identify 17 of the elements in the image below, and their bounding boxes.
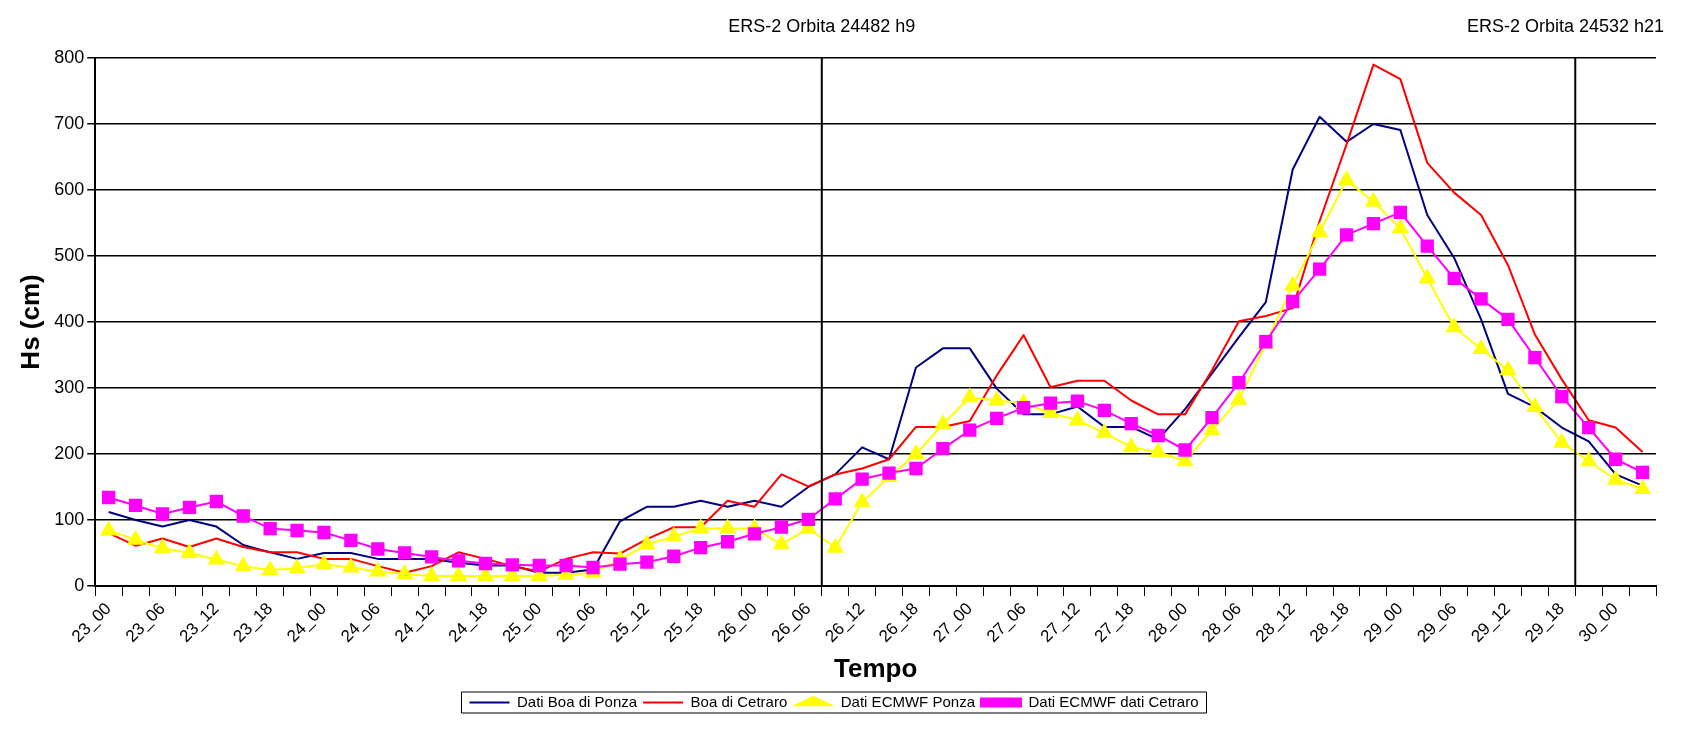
y-tick-label: 500: [54, 244, 85, 265]
y-tick-label: 600: [54, 178, 85, 199]
y-tick-label: 700: [54, 112, 85, 133]
text: ERS-2 Orbita 24482 h9: [728, 15, 916, 36]
legend-label: Dati Boa di Ponza: [516, 692, 638, 710]
x-axis-title: Tempo: [833, 652, 918, 683]
y-tick-label: 100: [54, 508, 85, 529]
y-tick-label: 300: [54, 376, 85, 397]
text: ERS-2 Orbita 24532 h21: [1466, 15, 1664, 36]
y-tick-label: 800: [54, 46, 85, 67]
legend-label: Boa di Cetraro: [690, 692, 788, 710]
y-tick-label: 200: [54, 442, 85, 463]
legend-label: Dati ECMWF Ponza: [840, 692, 976, 710]
legend-label: Dati ECMWF dati Cetraro: [1028, 692, 1199, 710]
y-tick-label: 0: [74, 574, 85, 595]
y-axis-title: Hs (cm): [14, 274, 45, 370]
y-tick-label: 400: [54, 310, 85, 331]
